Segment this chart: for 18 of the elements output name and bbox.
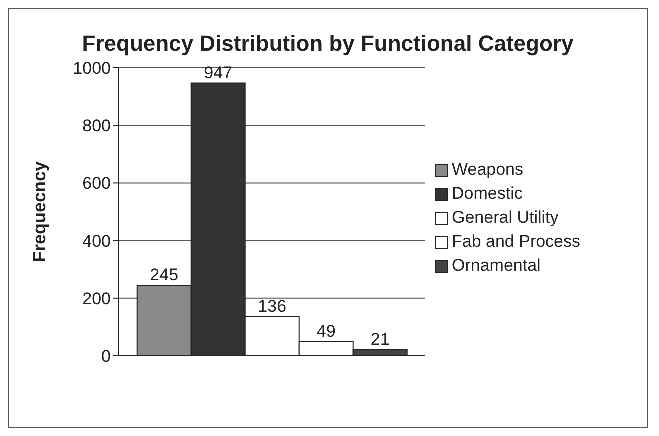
y-axis-title: Frequecncy <box>29 161 50 263</box>
y-tick-label: 600 <box>82 174 111 194</box>
data-label: 136 <box>258 296 287 316</box>
legend-label: Ornamental <box>452 256 541 276</box>
y-tick-label: 800 <box>82 116 111 136</box>
legend-label: Fab and Process <box>452 232 581 252</box>
y-tick-label: 0 <box>102 347 111 366</box>
data-label: 21 <box>370 330 390 349</box>
y-tick-label: 400 <box>82 232 111 251</box>
legend-label: General Utility <box>452 208 559 228</box>
data-label: 49 <box>316 322 336 341</box>
y-tick-label: 1000 <box>73 59 111 78</box>
y-tick-label: 200 <box>82 289 111 308</box>
legend-label: Domestic <box>452 184 523 204</box>
data-label: 245 <box>150 265 179 284</box>
data-label: 947 <box>204 63 233 82</box>
chart-title: Frequency Distribution by Functional Category <box>81 30 575 58</box>
legend-label: Weapons <box>452 160 524 180</box>
